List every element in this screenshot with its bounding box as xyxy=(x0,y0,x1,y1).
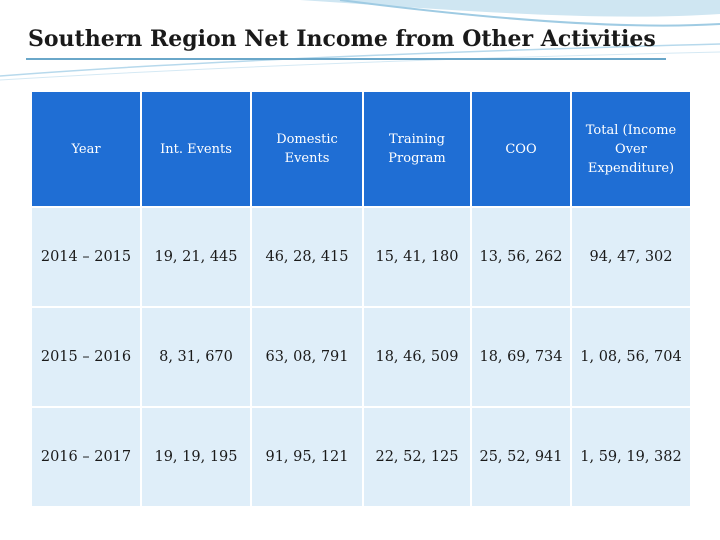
table-cell-total: 1, 59, 19, 382 xyxy=(570,406,692,508)
table-cell-int-events: 8, 31, 670 xyxy=(140,306,252,408)
table-cell-training-program: 15, 41, 180 xyxy=(362,206,472,308)
table-row: 2014 – 2015 19, 21, 445 46, 28, 415 15, … xyxy=(30,206,692,308)
decorative-swoosh xyxy=(0,0,720,81)
column-header-training-program: Training Program xyxy=(362,90,472,208)
table-cell-total: 1, 08, 56, 704 xyxy=(570,306,692,408)
table-cell-year: 2014 – 2015 xyxy=(30,206,142,308)
table-cell-int-events: 19, 19, 195 xyxy=(140,406,252,508)
column-header-total: Total (Income Over Expenditure) xyxy=(570,90,692,208)
page-title: Southern Region Net Income from Other Ac… xyxy=(28,26,656,52)
table-cell-year: 2016 – 2017 xyxy=(30,406,142,508)
table-row: 2016 – 2017 19, 19, 195 91, 95, 121 22, … xyxy=(30,406,692,508)
table-cell-int-events: 19, 21, 445 xyxy=(140,206,252,308)
table-row: 2015 – 2016 8, 31, 670 63, 08, 791 18, 4… xyxy=(30,306,692,408)
table-cell-coo: 13, 56, 262 xyxy=(470,206,572,308)
column-header-domestic-events: Domestic Events xyxy=(250,90,364,208)
table-cell-training-program: 18, 46, 509 xyxy=(362,306,472,408)
column-header-year: Year xyxy=(30,90,142,208)
table-cell-coo: 25, 52, 941 xyxy=(470,406,572,508)
table-cell-training-program: 22, 52, 125 xyxy=(362,406,472,508)
table-cell-year: 2015 – 2016 xyxy=(30,306,142,408)
column-header-coo: COO xyxy=(470,90,572,208)
table-cell-coo: 18, 69, 734 xyxy=(470,306,572,408)
title-underline xyxy=(26,58,666,60)
table-cell-total: 94, 47, 302 xyxy=(570,206,692,308)
column-header-int-events: Int. Events xyxy=(140,90,252,208)
table-header-row: Year Int. Events Domestic Events Trainin… xyxy=(30,90,692,208)
table-cell-domestic-events: 46, 28, 415 xyxy=(250,206,364,308)
table-cell-domestic-events: 91, 95, 121 xyxy=(250,406,364,508)
table-cell-domestic-events: 63, 08, 791 xyxy=(250,306,364,408)
income-table: Year Int. Events Domestic Events Trainin… xyxy=(30,90,692,508)
